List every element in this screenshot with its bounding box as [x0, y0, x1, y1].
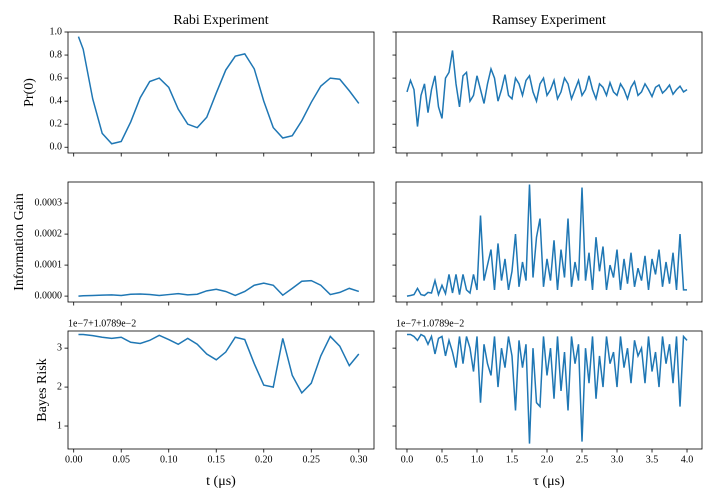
offset-text: 1e−7+1.0789e−2 [68, 318, 136, 329]
x-tick-label: 0.00 [65, 454, 83, 465]
x-tick-label: 0.20 [255, 454, 273, 465]
x-tick-label: 0.0 [401, 454, 414, 465]
x-tick-label: 1.0 [471, 454, 484, 465]
data-line [78, 333, 360, 395]
y-tick-label: 0.0003 [35, 197, 63, 208]
y-tick-label: 1.0 [50, 26, 63, 37]
y-tick-label: 0.4 [50, 95, 63, 106]
y-tick-label: 2 [57, 381, 62, 392]
y-tick-label: 0.0 [50, 142, 63, 153]
x-tick-label: 0.30 [350, 454, 368, 465]
y-axis-label: Pr(0) [22, 78, 37, 107]
y-tick-label: 0.0000 [35, 290, 63, 301]
x-tick-label: 3.0 [611, 454, 624, 465]
x-tick-label: 0.10 [160, 454, 178, 465]
x-tick-label: 0.25 [303, 454, 321, 465]
y-axis-label: Information Gain [12, 193, 27, 291]
y-tick-label: 0.0002 [35, 228, 63, 239]
offset-text: 1e−7+1.0789e−2 [396, 318, 464, 329]
x-tick-label: 3.5 [646, 454, 659, 465]
x-tick-label: 4.0 [681, 454, 694, 465]
y-tick-label: 1 [57, 420, 62, 431]
panel-title: Rabi Experiment [173, 13, 268, 28]
y-tick-label: 0.2 [50, 118, 63, 129]
axes-frame [395, 181, 703, 303]
data-line [406, 184, 688, 298]
x-axis-label: t (μs) [206, 474, 236, 489]
panel-title: Ramsey Experiment [492, 13, 606, 28]
axes-frame [395, 330, 703, 450]
y-tick-label: 3 [57, 342, 62, 353]
axes-frame [67, 181, 375, 303]
x-tick-label: 0.15 [207, 454, 225, 465]
axes-frame [67, 31, 375, 154]
x-tick-label: 0.5 [436, 454, 449, 465]
x-axis-label: τ (μs) [533, 474, 565, 489]
axes-frame [67, 330, 375, 450]
y-tick-label: 0.0001 [35, 259, 63, 270]
x-tick-label: 2.5 [576, 454, 589, 465]
x-tick-label: 0.05 [112, 454, 130, 465]
y-tick-label: 0.8 [50, 49, 63, 60]
data-line [406, 50, 688, 127]
y-tick-label: 0.6 [50, 72, 63, 83]
data-line [78, 279, 360, 297]
axes-frame [395, 31, 703, 154]
x-tick-label: 2.0 [541, 454, 554, 465]
y-axis-label: Bayes Risk [35, 358, 50, 421]
x-tick-label: 1.5 [506, 454, 519, 465]
data-line [406, 333, 688, 444]
data-line [77, 36, 360, 145]
